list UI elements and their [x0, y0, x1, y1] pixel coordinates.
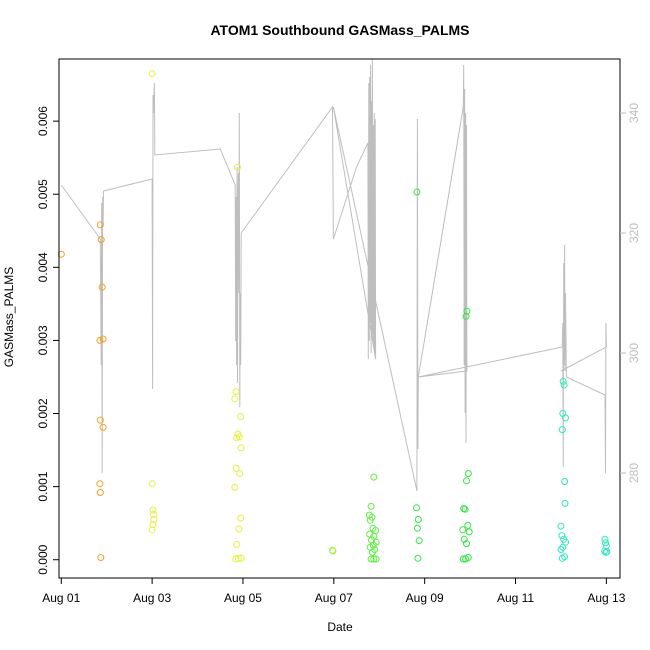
x-axis-label: Date — [327, 620, 353, 634]
data-point — [560, 381, 568, 389]
y-tick-label: 0.000 — [36, 544, 50, 574]
data-point — [461, 505, 469, 513]
data-point — [150, 516, 158, 523]
data-point — [370, 532, 378, 540]
data-point — [57, 250, 65, 258]
data-point — [559, 543, 567, 551]
data-point — [414, 554, 422, 562]
plot-area: Aug 01 Aug 03 Aug 05 Aug 07 Aug 09 Aug 11 Aug … — [36, 58, 641, 605]
chart-title: ATOM1 Southbound GASMass_PALMS — [210, 22, 469, 38]
y-tick-label: 0.005 — [36, 179, 50, 209]
data-point — [97, 554, 105, 561]
data-point — [601, 535, 609, 543]
data-point — [602, 548, 610, 556]
data-point — [232, 464, 240, 472]
data-point — [233, 540, 241, 548]
data-point — [237, 554, 245, 562]
data-point — [96, 480, 104, 488]
data-point — [234, 163, 241, 171]
data-point — [561, 499, 569, 507]
data-point — [231, 483, 239, 491]
data-point — [237, 514, 245, 522]
data-point — [96, 336, 104, 344]
data-point — [231, 395, 239, 403]
data-point — [413, 524, 421, 532]
y-axis-label: GASMass_PALMS — [2, 267, 16, 367]
data-point — [558, 426, 566, 434]
data-point — [96, 221, 104, 229]
data-point — [603, 548, 611, 556]
data-point — [235, 433, 243, 441]
x-tick-label: Aug 07 — [315, 591, 353, 605]
data-point — [148, 70, 156, 78]
data-point — [463, 307, 471, 315]
data-point — [463, 477, 470, 485]
data-point — [415, 537, 423, 545]
data-point — [367, 502, 375, 510]
data-point — [370, 555, 378, 563]
data-point — [234, 554, 242, 562]
data-point — [561, 478, 569, 485]
data-point — [459, 526, 467, 534]
x-tick-label: Aug 09 — [406, 591, 444, 605]
data-point — [557, 522, 565, 530]
x-tick-label: Aug 01 — [42, 591, 80, 605]
y-tick-label: 0.004 — [36, 252, 50, 282]
data-point — [414, 516, 422, 523]
data-point — [562, 414, 569, 422]
data-point — [372, 555, 380, 563]
data-point — [232, 388, 240, 396]
data-point — [99, 423, 107, 431]
y-tick-label: 0.002 — [36, 398, 50, 428]
data-point — [413, 504, 420, 512]
data-point — [96, 489, 104, 496]
y2-tick-label: 340 — [627, 103, 641, 123]
data-point — [367, 555, 375, 563]
data-point — [237, 444, 245, 452]
x-tick-label: Aug 11 — [497, 591, 534, 605]
data-point — [559, 377, 567, 385]
data-point — [413, 188, 421, 196]
data-point — [464, 521, 472, 529]
data-point — [149, 506, 157, 514]
data-point — [557, 546, 565, 553]
y2-tick-label: 280 — [627, 463, 641, 483]
data-point — [148, 526, 156, 534]
data-point — [236, 470, 244, 477]
x-tick-label: Aug 05 — [224, 591, 262, 605]
data-point — [97, 236, 105, 244]
x-tick-label: Aug 13 — [587, 591, 625, 605]
x-tick-label: Aug 03 — [133, 591, 171, 605]
data-point — [98, 283, 106, 291]
y2-tick-label: 320 — [627, 223, 641, 243]
secondary-series-line — [60, 58, 607, 492]
data-point — [99, 335, 107, 343]
data-point — [602, 539, 609, 547]
data-point — [463, 540, 470, 548]
data-point — [464, 554, 472, 561]
data-point — [237, 413, 245, 420]
data-point — [464, 470, 472, 477]
y-tick-label: 0.006 — [36, 106, 50, 136]
data-point — [150, 510, 157, 518]
data-point — [149, 521, 157, 529]
data-point — [465, 528, 473, 536]
y2-tick-label: 300 — [627, 343, 641, 363]
data-point — [368, 548, 376, 556]
data-point — [329, 547, 337, 555]
data-point — [366, 516, 374, 524]
data-point — [235, 525, 243, 533]
data-point — [558, 532, 566, 540]
data-point — [96, 416, 104, 424]
data-point — [148, 480, 156, 488]
data-point — [462, 312, 470, 320]
y-tick-label: 0.003 — [36, 325, 50, 355]
data-point — [459, 555, 467, 563]
data-point — [558, 554, 566, 562]
data-point — [370, 473, 378, 481]
y-tick-label: 0.001 — [36, 471, 50, 501]
